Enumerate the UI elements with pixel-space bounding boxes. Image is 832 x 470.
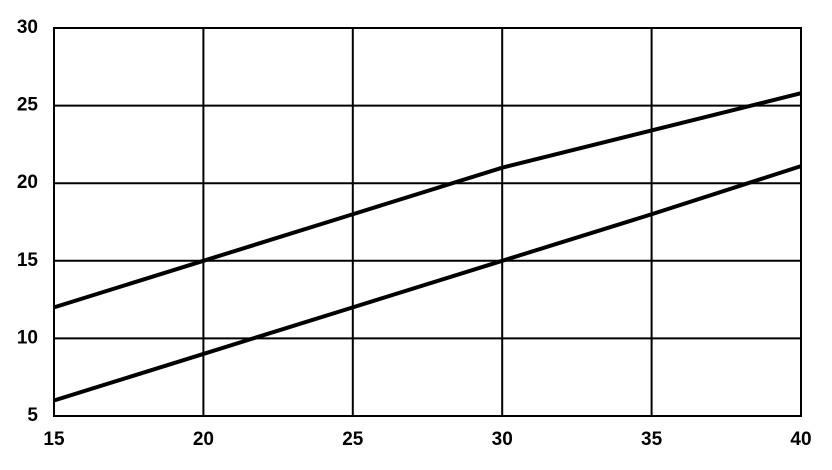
y-tick-label: 30 [17,17,38,38]
x-tick-label: 20 [193,429,214,450]
data-line [53,164,802,403]
y-tick-label: 10 [17,327,38,348]
x-tick-label: 35 [641,429,663,450]
x-tick-label: 15 [43,429,65,450]
y-tick-label: 5 [27,405,38,426]
x-tick-label: 30 [492,429,513,450]
y-tick-label: 25 [17,95,39,116]
y-tick-label: 20 [17,172,38,193]
data-line [53,91,802,310]
y-tick-label: 15 [17,250,39,271]
plot-border [53,27,802,417]
x-tick-label: 40 [790,429,811,450]
x-tick-label: 25 [342,429,364,450]
